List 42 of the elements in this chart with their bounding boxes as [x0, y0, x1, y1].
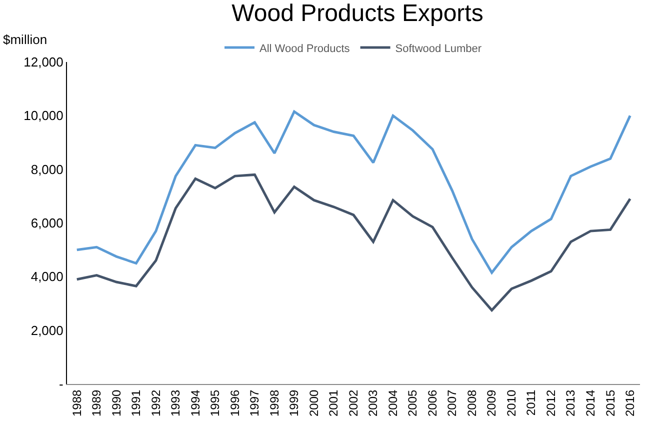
- legend-label: All Wood Products: [260, 42, 350, 55]
- x-tick-label: 1996: [228, 389, 242, 417]
- x-tick-label: 2005: [406, 389, 420, 417]
- x-tick-label: 1998: [267, 389, 282, 417]
- x-tick-label: 1991: [129, 389, 144, 417]
- x-tick-label: 2010: [504, 389, 518, 417]
- y-axis-title: $million: [3, 32, 48, 47]
- x-tick-label: 2011: [524, 389, 538, 416]
- y-tick-label: 10,000: [24, 108, 64, 124]
- x-tick-label: 1994: [188, 389, 202, 417]
- x-tick-label: 2004: [386, 389, 400, 417]
- x-tick-label: 2012: [544, 389, 558, 417]
- x-tick-label: 1999: [287, 389, 302, 417]
- y-tick-label: 2,000: [30, 322, 64, 338]
- x-tick-label: 2002: [346, 389, 360, 417]
- x-tick-label: 2015: [603, 389, 618, 417]
- line-series: [76, 173, 632, 312]
- x-tick-label: 2013: [564, 389, 578, 417]
- x-tick-label: 1992: [148, 389, 163, 417]
- x-tick-label: 1988: [70, 389, 84, 417]
- line-series: [76, 110, 632, 274]
- x-tick-label: 1995: [208, 389, 222, 417]
- y-tick-label: 4,000: [30, 269, 64, 284]
- x-tick-label: 1990: [109, 389, 124, 417]
- x-tick-label: 1993: [168, 389, 183, 417]
- legend-label: Softwood Lumber: [395, 42, 482, 55]
- y-tick-label: 12,000: [24, 54, 64, 70]
- x-tick-label: 2016: [623, 389, 638, 417]
- x-tick-label: 2001: [326, 389, 341, 417]
- chart-title: Wood Products Exports: [232, 0, 484, 28]
- x-tick-label: 2006: [425, 389, 440, 417]
- x-tick-label: 1997: [248, 389, 262, 417]
- x-tick-label: 2000: [306, 389, 321, 417]
- x-tick-label: 2003: [366, 389, 380, 417]
- y-tick-label: 6,000: [30, 216, 64, 231]
- y-tick-label: 8,000: [30, 162, 64, 177]
- x-tick-label: 2009: [484, 389, 499, 417]
- x-tick-label: 2007: [445, 389, 460, 417]
- x-tick-label: 2014: [584, 389, 598, 417]
- x-tick-label: 2008: [464, 389, 479, 417]
- y-tick-label: -: [59, 376, 64, 392]
- x-tick-label: 1989: [90, 389, 104, 417]
